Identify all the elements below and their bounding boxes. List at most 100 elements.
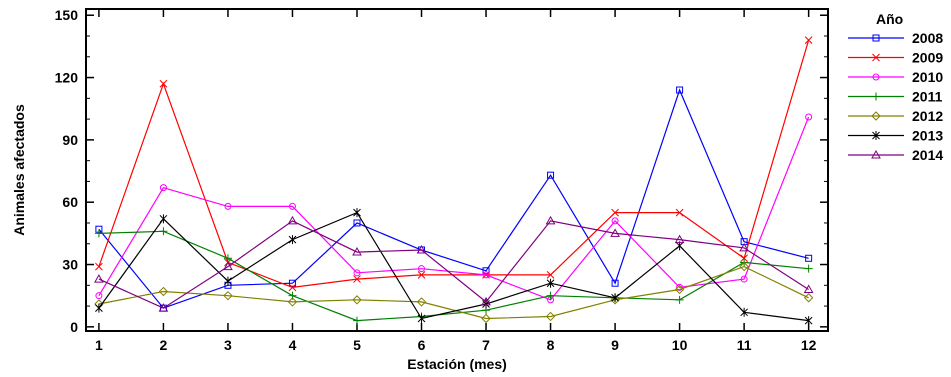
data-point xyxy=(288,202,296,210)
data-point xyxy=(352,247,362,256)
data-point xyxy=(547,171,555,179)
data-point xyxy=(95,292,103,300)
x-tick-label: 10 xyxy=(672,337,688,353)
data-point xyxy=(482,267,490,275)
data-point xyxy=(159,79,168,88)
data-point xyxy=(482,271,490,279)
legend-item: 2011 xyxy=(848,89,943,105)
series-line xyxy=(98,88,809,309)
data-point xyxy=(739,261,749,272)
data-point xyxy=(353,275,361,283)
data-point xyxy=(610,228,620,237)
series-2009 xyxy=(95,36,813,292)
series-2012 xyxy=(94,261,814,324)
series-line xyxy=(98,220,809,309)
series-line xyxy=(98,230,809,322)
data-point xyxy=(287,297,298,307)
data-point xyxy=(740,307,748,317)
data-point xyxy=(94,229,103,238)
data-point xyxy=(610,295,620,305)
x-tick-label: 4 xyxy=(289,337,297,353)
legend: Año 2008 2009 2010 2011 2012 2013 2014 xyxy=(848,11,943,163)
data-point xyxy=(740,275,748,283)
data-point xyxy=(288,235,297,245)
legend-item: 2012 xyxy=(848,108,943,124)
data-point xyxy=(158,303,169,312)
data-point xyxy=(417,271,426,279)
data-point xyxy=(739,242,749,252)
legend-label: 2014 xyxy=(912,147,943,163)
y-tick-label: 60 xyxy=(62,194,78,210)
y-tick-label: 0 xyxy=(70,319,78,335)
data-point xyxy=(353,219,361,227)
legend-item: 2014 xyxy=(848,147,943,163)
series-line xyxy=(98,40,810,289)
data-point xyxy=(417,314,426,324)
legend-item: 2013 xyxy=(848,128,943,144)
legend-label: 2010 xyxy=(912,69,943,85)
series-line xyxy=(98,211,809,322)
legend-title: Año xyxy=(876,11,903,27)
data-point xyxy=(223,254,232,263)
data-point xyxy=(675,295,684,304)
data-point xyxy=(353,269,361,277)
legend-item: 2008 xyxy=(848,30,943,46)
legend-label: 2008 xyxy=(912,30,943,46)
data-point xyxy=(546,291,555,300)
data-point xyxy=(804,36,813,45)
data-point xyxy=(674,234,685,244)
data-point xyxy=(288,279,296,287)
data-point xyxy=(416,297,427,307)
data-point xyxy=(287,215,298,225)
series-2014 xyxy=(94,215,814,312)
data-point xyxy=(224,202,232,210)
legend-label: 2013 xyxy=(912,128,943,144)
data-point xyxy=(871,111,881,121)
data-point xyxy=(481,296,491,306)
data-point xyxy=(416,244,427,254)
x-tick-label: 8 xyxy=(547,337,555,353)
x-tick-label: 1 xyxy=(95,337,103,353)
y-tick-label: 30 xyxy=(62,257,78,273)
legend-label: 2011 xyxy=(912,89,943,105)
data-point xyxy=(546,278,555,288)
data-point xyxy=(159,214,168,224)
series-2008 xyxy=(95,86,813,312)
data-point xyxy=(872,53,880,62)
data-point xyxy=(224,276,232,286)
series-line xyxy=(98,265,809,320)
legend-label: 2012 xyxy=(912,108,943,124)
data-point xyxy=(611,208,619,217)
data-point xyxy=(352,295,362,305)
data-point xyxy=(872,73,880,81)
data-point xyxy=(803,284,814,293)
y-tick-label: 150 xyxy=(55,7,79,23)
data-point xyxy=(159,184,167,192)
data-point xyxy=(223,261,233,271)
legend-item: 2009 xyxy=(848,50,943,66)
data-point xyxy=(418,265,426,273)
data-point xyxy=(159,227,168,236)
data-point xyxy=(803,293,814,303)
data-point xyxy=(611,279,619,287)
data-point xyxy=(872,34,880,42)
x-tick-label: 5 xyxy=(353,337,361,353)
x-tick-label: 9 xyxy=(611,337,619,353)
data-point xyxy=(95,262,103,271)
series-2013 xyxy=(95,208,813,326)
data-point xyxy=(545,215,556,225)
data-point xyxy=(94,274,104,283)
x-axis-title: Estación (mes) xyxy=(407,356,507,372)
data-point xyxy=(611,293,619,303)
x-tick-label: 2 xyxy=(160,337,168,353)
data-point xyxy=(804,264,813,273)
data-point xyxy=(546,271,555,279)
data-point xyxy=(352,316,361,325)
data-point xyxy=(872,92,880,101)
data-point xyxy=(611,217,619,225)
plot-frame xyxy=(85,8,829,332)
x-tick-label: 11 xyxy=(737,337,752,353)
data-point xyxy=(676,86,684,94)
series-layer xyxy=(94,36,814,326)
